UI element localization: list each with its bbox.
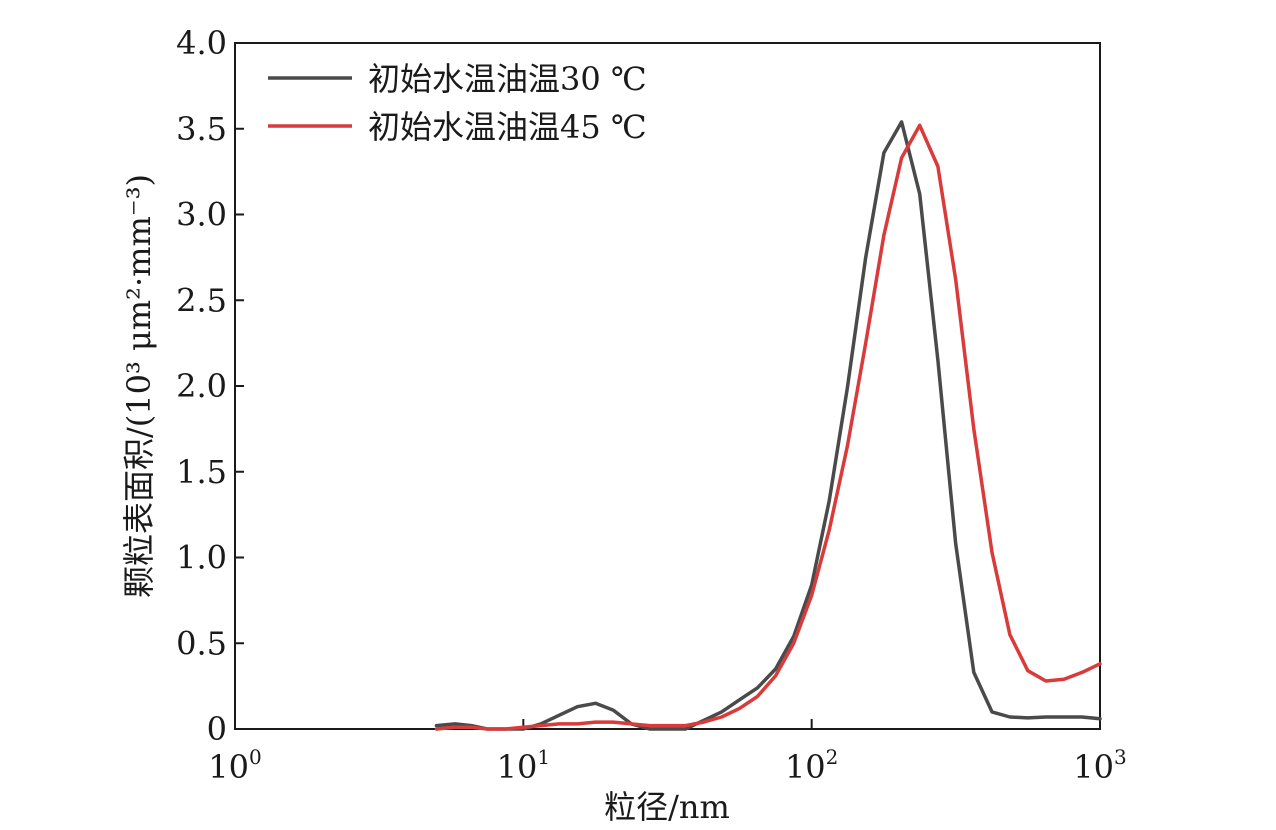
x-axis-ticks: 100 101 102 103 bbox=[208, 719, 1127, 786]
x-tick-base: 10 bbox=[785, 748, 826, 786]
x-tick-label: 102 bbox=[785, 745, 838, 786]
y-tick-label: 1.5 bbox=[176, 453, 227, 491]
x-tick-base: 10 bbox=[1073, 748, 1114, 786]
y-tick-label: 3.0 bbox=[176, 196, 227, 234]
legend-label-series-1: 初始水温油温30 ℃ bbox=[368, 60, 647, 98]
x-tick-label: 101 bbox=[497, 745, 550, 786]
series-line-2 bbox=[434, 123, 1102, 731]
x-tick-exponent: 2 bbox=[826, 745, 839, 769]
x-tick-base: 10 bbox=[497, 748, 538, 786]
legend-label-series-2: 初始水温油温45 ℃ bbox=[368, 108, 647, 146]
series-lines bbox=[434, 120, 1102, 731]
x-tick-label: 100 bbox=[208, 745, 261, 786]
y-axis-label: 颗粒表面积/(10³ μm²·mm⁻³) bbox=[120, 174, 158, 598]
x-tick-exponent: 1 bbox=[537, 745, 550, 769]
x-tick-exponent: 3 bbox=[1114, 745, 1127, 769]
series-line-1 bbox=[434, 120, 1102, 731]
y-tick-label: 0 bbox=[207, 710, 227, 748]
x-axis-label: 粒径/nm bbox=[604, 788, 730, 826]
y-tick-label: 3.5 bbox=[176, 110, 227, 148]
y-tick-label: 4.0 bbox=[176, 24, 227, 62]
x-tick-exponent: 0 bbox=[249, 745, 262, 769]
x-tick-base: 10 bbox=[208, 748, 249, 786]
legend: 初始水温油温30 ℃ 初始水温油温45 ℃ bbox=[268, 60, 647, 146]
y-tick-label: 2.0 bbox=[176, 367, 227, 405]
y-axis-ticks: 0 0.5 1.0 1.5 2.0 2.5 3.0 3.5 4.0 bbox=[176, 24, 244, 748]
y-tick-label: 0.5 bbox=[176, 624, 227, 662]
y-tick-label: 1.0 bbox=[176, 539, 227, 577]
x-tick-label: 103 bbox=[1073, 745, 1126, 786]
y-tick-label: 2.5 bbox=[176, 281, 227, 319]
